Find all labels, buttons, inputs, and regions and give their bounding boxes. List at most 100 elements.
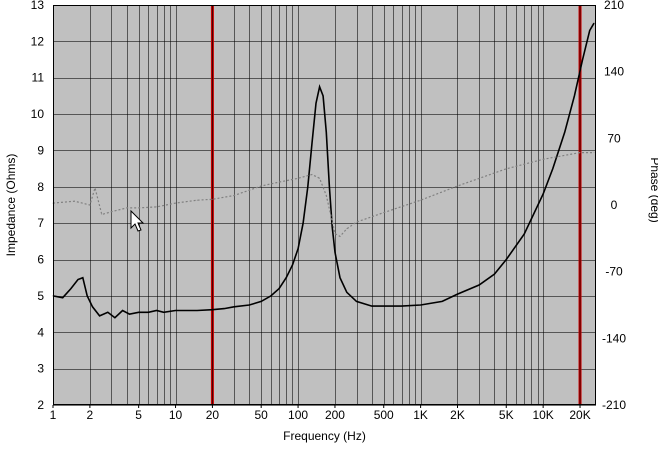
- y-right-tick-label: 70: [607, 131, 621, 145]
- impedance-data-point: [329, 186, 330, 188]
- mouse-cursor-icon: [130, 209, 145, 232]
- impedance-data-point: [82, 277, 84, 279]
- impedance-data-point: [70, 288, 72, 289]
- y-left-tick-label: 5: [37, 289, 44, 303]
- x-tick-label: 5: [135, 408, 142, 422]
- impedance-data-point: [331, 226, 333, 228]
- phase-data-point: [542, 158, 544, 160]
- impedance-data-point: [319, 86, 320, 88]
- x-tick-label: 200: [325, 408, 345, 422]
- phase-data-point: [346, 228, 348, 230]
- impedance-data-point: [86, 295, 88, 297]
- impedance-data-point: [92, 306, 93, 308]
- x-tick-label: 2K: [450, 408, 465, 422]
- impedance-data-point: [175, 310, 176, 311]
- impedance-data-point: [523, 233, 525, 235]
- impedance-data-point: [129, 313, 130, 315]
- impedance-data-point: [138, 311, 140, 313]
- phase-data-point: [156, 206, 158, 208]
- impedance-data-point: [270, 295, 272, 297]
- x-tick-label: 2: [87, 408, 94, 422]
- impedance-data-point: [401, 305, 402, 307]
- y-left-tick-label: 11: [32, 71, 45, 85]
- y-right-tick-label: -210: [602, 398, 626, 412]
- x-tick-label: 20: [206, 408, 220, 422]
- y-right-tick-label: -140: [602, 331, 626, 345]
- phase-data-point: [212, 198, 213, 200]
- phase-data-point: [278, 181, 280, 183]
- impedance-data-point: [260, 301, 262, 302]
- impedance-data-point: [346, 291, 348, 293]
- impedance-data-point: [383, 305, 385, 307]
- impedance-data-point: [184, 310, 186, 311]
- plot-border: [53, 5, 596, 405]
- phase-data-point: [356, 221, 357, 223]
- phase-data-point: [505, 168, 507, 170]
- x-tick-label: 20K: [569, 408, 590, 422]
- phase-data-point: [325, 195, 327, 196]
- impedance-data-point: [148, 311, 149, 313]
- phase-data-point: [74, 200, 75, 202]
- impedance-data-point: [278, 288, 280, 289]
- y-right-tick-label: -70: [605, 265, 623, 279]
- impedance-data-point: [322, 95, 324, 97]
- impedance-data-point: [223, 308, 225, 309]
- impedance-data-point: [325, 131, 327, 133]
- y-right-tick-label: 210: [604, 0, 624, 12]
- impedance-data-point: [589, 30, 591, 31]
- phase-series-line: [52, 152, 594, 238]
- phase-data-point: [383, 212, 385, 214]
- phase-data-point: [339, 236, 341, 237]
- y-left-tick-label: 12: [31, 34, 45, 48]
- impedance-data-point: [163, 311, 165, 313]
- phase-data-point: [101, 214, 103, 215]
- impedance-data-point: [77, 279, 79, 280]
- impedance-data-point: [122, 310, 123, 311]
- x-tick-label: 5K: [499, 408, 514, 422]
- impedance-data-point: [297, 248, 299, 250]
- y-right-axis-title: Phase (deg): [648, 157, 658, 222]
- x-tick-label: 50: [255, 408, 269, 422]
- phase-data-point: [233, 195, 235, 196]
- impedance-data-point: [99, 315, 100, 317]
- x-tick-label: 1K: [413, 408, 428, 422]
- phase-data-point: [297, 177, 299, 179]
- y-left-tick-label: 8: [37, 180, 44, 194]
- impedance-data-point: [107, 311, 109, 313]
- impedance-data-point: [356, 301, 357, 302]
- impedance-data-point: [505, 259, 507, 260]
- impedance-data-point: [114, 317, 116, 319]
- impedance-data-point: [441, 301, 443, 302]
- phase-data-point: [138, 207, 140, 209]
- y-left-tick-label: 7: [37, 216, 44, 230]
- phase-data-point: [334, 233, 336, 235]
- y-left-tick-label: 13: [31, 0, 45, 12]
- phase-data-point: [319, 177, 320, 179]
- phase-data-point: [89, 204, 91, 206]
- x-tick-label: 1: [50, 408, 57, 422]
- impedance-data-point: [156, 310, 158, 311]
- impedance-data-point: [593, 22, 595, 24]
- impedance-data-point: [233, 306, 235, 308]
- x-tick-label: 500: [374, 408, 394, 422]
- impedance-data-point: [302, 222, 304, 224]
- y-left-tick-label: 6: [37, 253, 44, 267]
- phase-data-point: [593, 152, 595, 154]
- impedance-data-point: [457, 293, 458, 295]
- x-tick-label: 100: [288, 408, 308, 422]
- impedance-data-point: [212, 309, 213, 311]
- phase-data-point: [111, 211, 112, 213]
- phase-data-point: [94, 187, 96, 189]
- phase-data-point: [579, 152, 581, 154]
- y-left-tick-label: 9: [37, 143, 44, 157]
- impedance-data-point: [574, 95, 575, 97]
- impedance-data-point: [334, 251, 336, 253]
- phase-data-point: [196, 199, 198, 201]
- impedance-data-point: [582, 59, 583, 60]
- impedance-data-point: [552, 168, 554, 170]
- y-left-tick-label: 2: [37, 398, 44, 412]
- plot-area: [53, 5, 596, 405]
- phase-data-point: [126, 207, 128, 209]
- impedance-data-point: [307, 186, 309, 188]
